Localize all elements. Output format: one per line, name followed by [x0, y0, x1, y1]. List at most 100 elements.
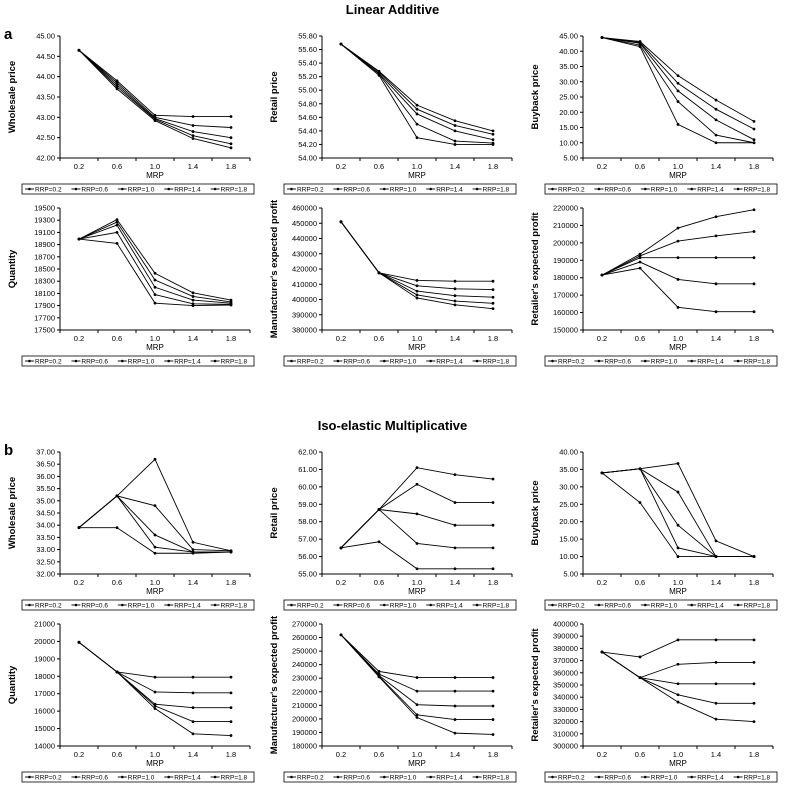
data-point: [491, 288, 495, 291]
y-tick-label: 54.00: [298, 154, 317, 163]
y-axis-label: Wholesale price: [7, 477, 18, 549]
data-point: [191, 134, 195, 138]
y-tick-label: 30.00: [559, 482, 578, 491]
series-line: [78, 224, 232, 304]
data-point: [191, 720, 195, 723]
x-tick-label: 0.6: [112, 334, 122, 343]
data-point: [191, 137, 195, 140]
y-tick-label: 32.00: [36, 570, 55, 579]
data-point: [153, 271, 157, 275]
series-line: [340, 43, 494, 144]
y-tick-label: 210000: [553, 221, 578, 230]
y-tick-label: 14000: [34, 742, 55, 751]
data-point: [752, 127, 756, 131]
data-point: [415, 512, 419, 516]
x-tick-label: 0.2: [74, 750, 84, 759]
x-tick-label: 1.0: [150, 162, 160, 171]
section-a-title: Linear Additive: [345, 2, 440, 17]
chart-8: 55.00 56.00 57.00 58.00 59.00 60.00 61.00 62.00…: [269, 448, 517, 611]
data-point: [714, 215, 718, 219]
data-point: [453, 124, 457, 127]
series-line: [78, 641, 231, 709]
data-point: [676, 278, 680, 281]
data-point: [153, 707, 157, 710]
y-axis-label: Retailer's expected profit: [530, 628, 541, 742]
data-point: [600, 471, 604, 475]
data-point: [115, 494, 119, 498]
legend-marker: [121, 603, 124, 607]
y-tick-label: 400000: [553, 620, 578, 629]
data-point: [415, 284, 419, 288]
x-axis-label: MRP: [146, 343, 164, 352]
x-tick-label: 1.8: [749, 334, 759, 343]
data-point: [77, 640, 81, 644]
data-point: [676, 693, 680, 697]
data-point: [115, 79, 119, 83]
data-point: [115, 83, 119, 87]
data-point: [115, 218, 119, 221]
data-point: [191, 675, 195, 679]
legend-marker: [736, 187, 740, 191]
legend-label: RRP=1.4: [436, 186, 463, 193]
legend-label: RRP=0.6: [81, 774, 108, 781]
data-point: [115, 231, 119, 234]
x-tick-label: 1.8: [226, 578, 236, 587]
data-point: [676, 89, 680, 93]
legend-box: [283, 355, 517, 367]
legend-label: RRP=1.0: [128, 774, 155, 781]
data-point: [453, 501, 457, 504]
legend-label: RRP=0.2: [558, 602, 585, 609]
series-line: [601, 472, 754, 558]
y-tick-label: 350000: [553, 681, 578, 690]
data-point: [676, 81, 680, 85]
legend-marker: [597, 359, 601, 363]
y-tick-label: 450000: [292, 219, 317, 228]
y-tick-label: 33.50: [36, 533, 55, 542]
data-point: [191, 130, 195, 133]
chart-9: 5.00 10.00 15.00 20.00 25.00 30.00 35.00 40.00 0…: [530, 448, 778, 611]
y-tick-label: 32.50: [36, 557, 55, 566]
data-point: [676, 123, 680, 126]
x-tick-label: 1.0: [412, 334, 422, 343]
series-line: [78, 221, 232, 303]
legend-label: RRP=1.4: [174, 774, 201, 781]
series-line: [340, 634, 493, 707]
legend-label: RRP=1.4: [697, 358, 724, 365]
data-point: [415, 542, 419, 545]
legend-box: [544, 355, 778, 367]
data-point: [453, 119, 457, 123]
data-point: [714, 256, 718, 260]
chart-12: 300000 310000 320000 330000 340000 350000 3600…: [530, 620, 778, 783]
legend-marker: [383, 775, 386, 779]
y-tick-label: 60.00: [298, 482, 317, 491]
legend-marker: [336, 775, 340, 779]
legend-marker: [736, 359, 740, 363]
legend-marker: [28, 187, 31, 191]
data-point: [453, 287, 457, 291]
y-tick-label: 25.00: [559, 93, 578, 102]
y-tick-label: 310000: [553, 729, 578, 738]
data-point: [676, 226, 680, 230]
y-tick-label: 21000: [34, 620, 55, 629]
y-tick-label: 5.00: [563, 154, 578, 163]
x-tick-label: 0.6: [635, 750, 645, 759]
data-point: [153, 457, 157, 461]
series-line: [340, 541, 493, 570]
legend-label: RRP=0.6: [343, 358, 370, 365]
data-point: [491, 733, 495, 736]
legend-label: RRP=1.8: [221, 186, 248, 193]
y-tick-label: 360000: [553, 668, 578, 677]
x-tick-label: 0.2: [74, 578, 84, 587]
data-point: [191, 124, 195, 127]
legend-marker: [121, 187, 124, 191]
data-point: [377, 540, 381, 544]
y-tick-label: 54.20: [298, 140, 317, 149]
y-tick-label: 15.00: [559, 535, 578, 544]
x-tick-label: 0.6: [635, 334, 645, 343]
data-point: [453, 143, 457, 146]
y-tick-label: 55.40: [298, 59, 317, 68]
legend-label: RRP=0.2: [297, 602, 324, 609]
data-point: [491, 477, 495, 481]
section-b-title: Iso-elastic Multiplicative: [317, 418, 468, 433]
legend-marker: [383, 603, 386, 607]
